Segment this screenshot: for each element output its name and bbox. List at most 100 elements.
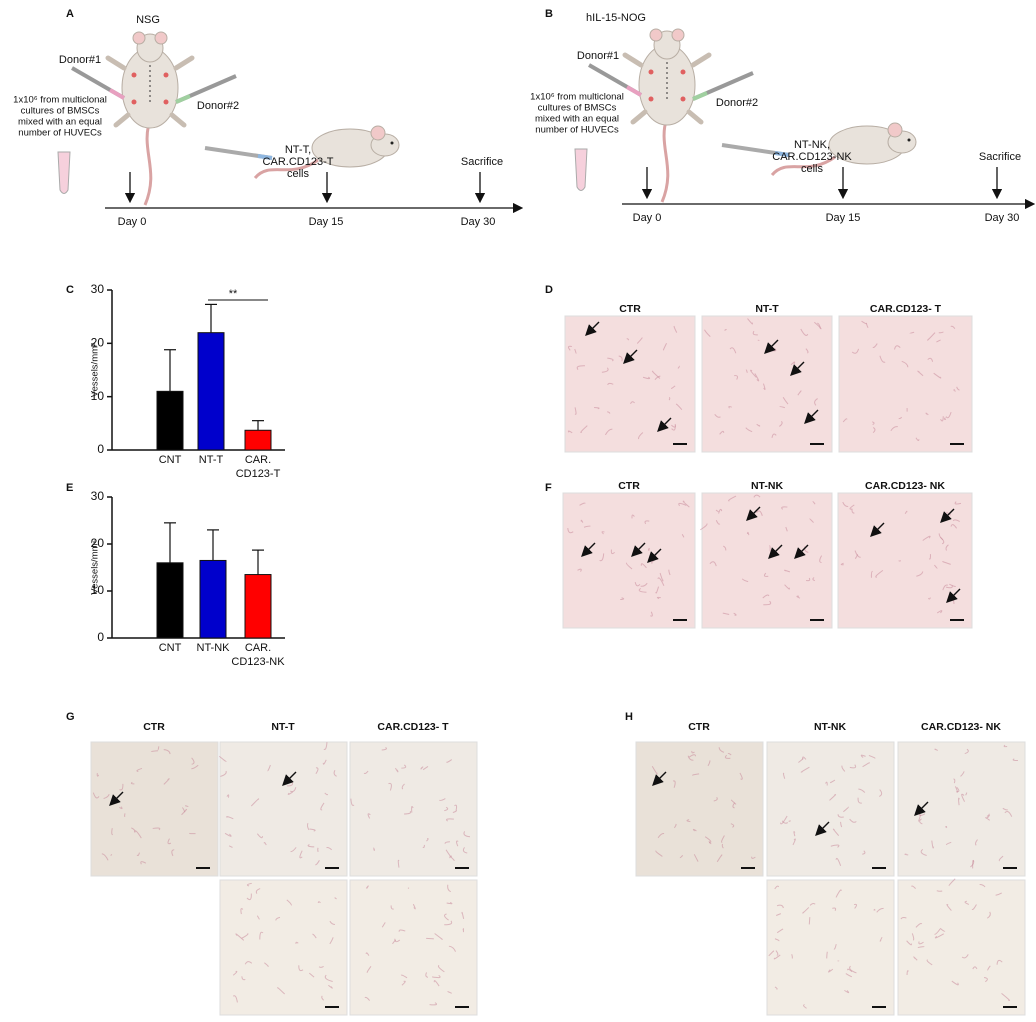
tissue-fiber [917,946,925,949]
tissue-fiber [984,817,990,821]
tissue-fiber [829,779,836,784]
tissue-fiber [398,929,406,932]
tissue-fiber [618,355,623,362]
tissue-fiber [936,610,943,614]
tissue-fiber [805,348,809,354]
tissue-fiber [842,418,848,423]
tissue-fiber [101,853,109,861]
tissue-fiber [830,844,840,848]
tissue-fiber [401,764,407,769]
tissue-fiber [715,509,720,512]
tissue-fiber [92,792,100,799]
tissue-fiber [953,388,956,392]
tissue-fiber [446,759,453,763]
tissue-fiber [913,956,918,961]
tissue-fiber [444,841,450,845]
arrow [647,548,662,563]
tissue-fiber [858,788,866,793]
tissue-fiber [809,903,816,906]
tissue-fiber [763,572,769,577]
tissue-fiber [644,520,650,525]
tissue-fiber [904,853,909,856]
column-label: CTR [618,480,640,492]
tissue-fiber [938,533,944,541]
tissue-fiber [853,903,858,909]
tissue-fiber [388,782,392,791]
tissue-fiber [800,766,810,773]
tissue-fiber [692,773,700,776]
tissue-fiber [433,980,440,987]
tissue-fiber [922,535,931,541]
arrow [652,771,667,786]
tissue-fiber [987,911,991,919]
tissue-fiber [715,520,721,525]
tissue-fiber [579,502,586,506]
tissue-fiber [246,893,252,901]
column-label: CAR.CD123- T [870,303,942,315]
x-tick-label: CNT [159,454,182,466]
tissue-fiber [422,844,425,848]
tissue-fiber [996,959,1003,965]
tissue-fiber [328,984,333,989]
tissue-fiber [567,345,572,351]
tissue-fiber [745,427,753,433]
tissue-fiber [728,406,732,409]
tissue-fiber [747,318,754,325]
tissue-fiber [620,597,625,601]
tissue-fiber [906,940,912,946]
tissue-fiber [111,828,113,836]
bar [244,574,272,639]
sacrifice-label: Sacrifice [979,151,1021,163]
day-label: Day 0 [633,212,662,224]
tissue-fiber [719,430,725,435]
tissue-fiber [662,343,667,351]
tissue-fiber [925,412,929,416]
y-tick-label: 20 [91,336,105,350]
tissue-fiber [954,786,958,793]
day-label: Day 15 [826,212,861,224]
tissue-fiber [656,596,661,600]
tissue-fiber [184,805,189,808]
tissue-fiber [448,945,457,952]
y-tick-label: 0 [97,630,104,644]
tissue-fiber [277,987,286,995]
tissue-fiber [878,789,883,797]
tissue-fiber [946,903,952,911]
tissue-fiber [461,911,465,920]
tissue-fiber [437,964,445,973]
tissue-fiber [318,965,324,968]
arrow [815,821,830,836]
tissue-fiber [833,944,837,950]
tissue-fiber [181,808,188,816]
tissue-fiber [700,523,708,531]
tissue-fiber [927,332,936,341]
tissue-fiber [130,781,135,785]
tissue-fiber [263,841,267,846]
x-tick-label: NT-T [199,454,224,466]
image-background [564,315,696,453]
tissue-fiber [681,533,685,538]
tissue-fiber [235,933,245,941]
tissue-fiber [704,836,712,844]
bar [199,559,227,639]
tissue-fiber [642,376,651,380]
tissue-fiber [797,390,802,396]
tissue-fiber [1012,758,1018,762]
tissue-fiber [851,508,855,514]
tissue-fiber [240,908,244,915]
tissue-fiber [943,417,947,420]
tissue-fiber [654,375,661,381]
image-background [349,741,478,877]
tissue-fiber [631,514,635,519]
histology-image [838,315,973,453]
schematic-a [58,32,399,205]
tissue-fiber [150,750,159,753]
tissue-fiber [751,856,756,859]
tissue-fiber [718,508,723,514]
tissue-fiber [934,748,938,751]
tissue-fiber [110,854,113,856]
tissue-fiber [321,995,324,1001]
tissue-fiber [829,794,837,801]
tissue-fiber [842,501,849,507]
tissue-fiber [724,328,727,331]
